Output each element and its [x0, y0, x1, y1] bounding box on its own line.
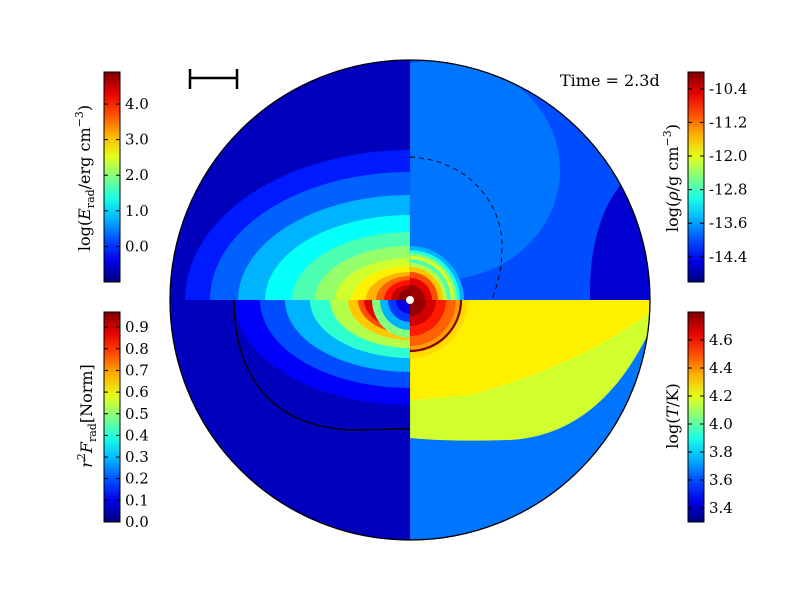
colorbar-tick-label: -12.8 [709, 181, 747, 199]
colorbar-tick-label: 1.0 [125, 202, 149, 220]
colorbar-tick-label: 0.3 [125, 448, 149, 466]
center-point [408, 298, 412, 302]
colorbar-temp-gradient [687, 311, 705, 523]
colorbar-tick-label: 4.0 [709, 415, 733, 433]
colorbar-tick-label: 2.0 [125, 166, 149, 184]
colorbar-tick-label: 3.0 [125, 131, 149, 149]
colorbar-tick-label: 0.4 [125, 426, 149, 444]
colorbar-tick-label: -10.4 [709, 80, 747, 98]
colorbar-tick-label: 0.5 [125, 405, 149, 423]
colorbar-tick-label: 3.8 [709, 443, 733, 461]
colorbar-temperature-label: log(T/K) [663, 383, 682, 449]
colorbar-tick-label: 4.0 [125, 95, 149, 113]
colorbar-density: -14.4 -13.6 -12.8 -12.0 -11.2 -10.4 [687, 71, 747, 283]
colorbar-tick-label: 0.0 [125, 513, 149, 531]
colorbar-density-label: log(ρ/g cm−3) [661, 124, 682, 232]
quadrant-density-map [410, 60, 650, 300]
contour-lines [233, 156, 503, 431]
disk [169, 59, 651, 541]
colorbar-tick-label: 4.2 [709, 387, 733, 405]
colorbar-tick-label: 0.0 [125, 237, 149, 255]
colorbar-flux: 0.0 0.1 0.2 0.3 0.4 0.5 0.6 0.7 0.8 0.9 [103, 311, 149, 531]
colorbar-rho-gradient [687, 71, 705, 283]
colorbar-tick-label: 0.1 [125, 491, 149, 509]
colorbar-tick-label: 0.9 [125, 318, 149, 336]
colorbar-tick-label: 0.2 [125, 470, 149, 488]
colorbar-tick-label: 0.7 [125, 361, 149, 379]
colorbar-erad: 0.0 1.0 2.0 3.0 4.0 [103, 71, 149, 283]
colorbar-temperature: 3.4 3.6 3.8 4.0 4.2 4.4 4.6 [687, 311, 733, 523]
colorbar-tick-label: -11.2 [709, 113, 747, 131]
disk-outline [169, 59, 651, 541]
quadrant-erad-map [170, 60, 410, 300]
colorbar-flux-label: r2Frad[Norm] [75, 364, 99, 468]
quadrant-temperature-map [410, 300, 650, 540]
scale-bar [188, 69, 239, 89]
colorbar-erad-label: log(Erad/erg cm−3) [73, 105, 97, 251]
colorbar-tick-label: 3.4 [709, 499, 733, 517]
colorbar-flux-gradient [103, 311, 121, 523]
colorbar-tick-label: 4.6 [709, 331, 733, 349]
colorbar-tick-label: 4.4 [709, 359, 733, 377]
colorbar-tick-label: 0.8 [125, 340, 149, 358]
colorbar-tick-label: -12.0 [709, 147, 747, 165]
colorbar-tick-label: -13.6 [709, 214, 747, 232]
colorbar-tick-label: 3.6 [709, 471, 733, 489]
time-annotation: Time = 2.3d [560, 71, 660, 90]
colorbar-erad-gradient [103, 71, 121, 283]
colorbar-tick-label: 0.6 [125, 383, 149, 401]
colorbar-tick-label: -14.4 [709, 248, 747, 266]
